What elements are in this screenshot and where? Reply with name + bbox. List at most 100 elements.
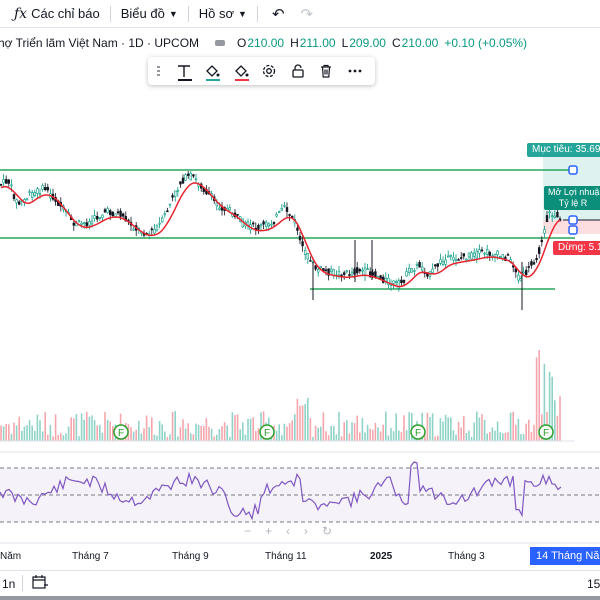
event-marker-3-label: F [415,428,421,439]
volume-bar [62,435,65,441]
timeframe-button[interactable]: 1n [2,577,16,591]
volume-bar [450,417,452,441]
chart-menu-button[interactable]: Biểu đồ ▼ [115,0,184,28]
event-marker-2[interactable] [259,424,275,440]
volume-bar [88,416,91,441]
volume-bar [78,436,80,441]
volume-bar [520,434,522,441]
candle-body [106,208,109,213]
volume-bar [340,436,343,441]
event-marker-4[interactable] [538,424,554,440]
volume-bar [164,431,166,441]
volume-bar [130,427,132,441]
settings-button[interactable] [255,59,283,83]
indicators-button[interactable]: ƒx Các chỉ báo [0,0,106,28]
fill-color-button[interactable] [198,59,226,83]
delete-button[interactable] [312,59,340,83]
volume-bar [257,428,260,441]
volume-bar [156,435,158,441]
volume-bar [429,416,431,441]
volume-bar [327,435,330,441]
volume-bar [86,411,88,441]
volume-bar [330,425,332,441]
candle-body [181,177,185,184]
volume-bar [491,427,494,441]
lock-button[interactable] [284,59,312,83]
candle-body [459,257,463,259]
volume-bar [36,414,39,441]
target-handle[interactable] [568,165,578,175]
volume-bar [208,426,210,441]
reset-icon[interactable]: ↻ [322,524,333,538]
volume-bar [278,424,280,441]
volume-bar [166,436,169,441]
volume-bar [223,422,226,441]
more-button[interactable] [341,59,369,83]
target-label: Mục tiêu: 35.69 [527,143,600,157]
horizontal-scrollbar[interactable] [0,596,600,600]
symbol-title[interactable]: hợ Triển lãm Việt Nam · 1D · UPCOM [0,36,200,50]
volume-bar [398,430,400,441]
stop-handle[interactable] [568,225,578,235]
candle-body [7,179,11,184]
candle-body [472,252,476,257]
candle-body [405,271,408,277]
candle-body [98,216,102,219]
volume-bar [439,418,442,441]
candle-body [537,247,541,254]
volume-bar [57,434,59,441]
candle-body [90,220,94,225]
volume-bar [286,426,288,441]
entry-handle[interactable] [568,215,578,225]
volume-bar [470,436,473,441]
volume-bar [182,419,184,441]
volume-bar [460,427,462,441]
candle-body [329,268,333,272]
market-status-icon [215,40,226,46]
volume-bar [104,412,106,441]
profile-menu-button[interactable]: Hồ sơ ▼ [193,0,253,28]
line-color-button[interactable] [227,59,255,83]
text-icon [178,65,191,77]
event-marker-3[interactable] [410,424,426,440]
volume-bar [538,349,540,441]
volume-bar [528,419,530,441]
volume-bar [478,417,481,441]
candle-body [420,266,424,271]
date-range-icon[interactable] [32,575,48,589]
volume-bar [486,433,488,441]
event-marker-1[interactable] [113,424,129,440]
volume-bar [10,433,13,441]
candle-body [407,267,411,274]
volume-bar [309,417,312,441]
text-button[interactable] [170,59,198,83]
volume-bar [304,403,306,441]
candle-body [483,252,486,255]
undo-icon: ↶ [271,5,285,23]
drag-handle-icon[interactable] [154,66,164,76]
candle-body [15,199,18,204]
scroll-left-icon[interactable]: ‹ [286,524,291,538]
volume-bar [44,412,46,441]
candle-body [415,264,419,266]
volume-bar [499,432,501,441]
scroll-right-icon[interactable]: › [304,524,309,538]
undo-button[interactable]: ↶ [262,0,295,28]
redo-button[interactable]: ↷ [295,0,320,28]
volume-bar [239,429,241,441]
candle-body [17,201,21,205]
zoom-in-icon[interactable]: + [265,524,273,538]
volume-bar [489,431,491,441]
volume-bar [455,434,457,441]
candle-body [467,252,471,258]
volume-bar [197,424,200,441]
volume-bar [0,425,2,441]
time-label-5: 2025 [370,551,393,562]
zoom-out-icon[interactable]: − [244,524,252,538]
candle-body [303,250,307,255]
volume-bar [205,418,208,441]
candle-body [543,229,546,234]
candle-body [418,262,421,268]
candle-body [374,271,377,278]
